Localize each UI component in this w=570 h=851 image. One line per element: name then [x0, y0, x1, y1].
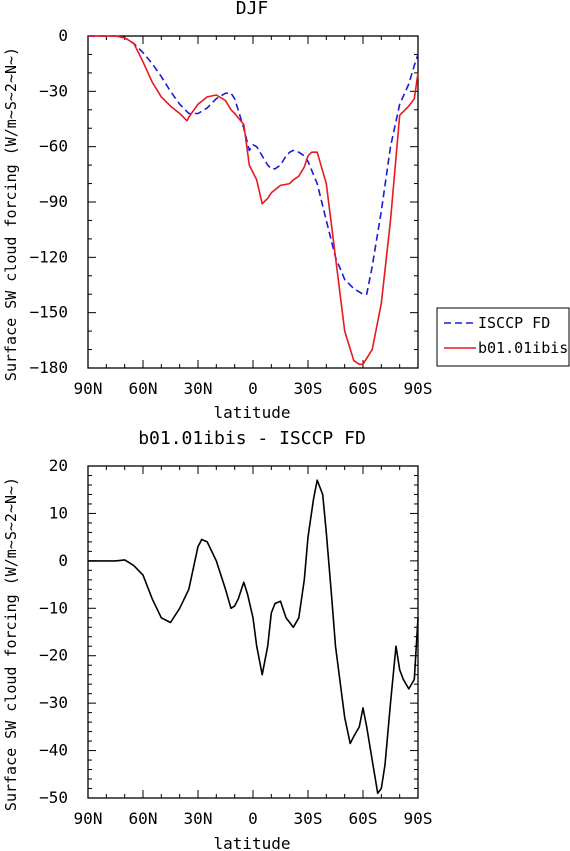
x-tick-label: 90S: [404, 379, 433, 398]
series-line-0: [88, 35, 419, 295]
top-tick-marks: [87, 35, 419, 369]
x-tick-label: 60N: [129, 809, 158, 828]
bottom-x-tick-labels: 90N 60N 30N 0 30S 60S 90S: [74, 809, 433, 828]
top-x-axis-label: latitude: [213, 403, 290, 422]
x-tick-label: 90N: [74, 379, 103, 398]
x-tick-label: 30S: [294, 809, 323, 828]
bottom-y-tick-labels: 20 10 0 −10 −20 −30 −40 −50: [39, 456, 68, 807]
x-tick-label: 0: [248, 809, 258, 828]
y-tick-label: −90: [39, 192, 68, 211]
series-line-0: [88, 479, 419, 795]
legend-label-b01: b01.01ibis: [478, 339, 568, 357]
y-tick-label: 0: [58, 551, 68, 570]
y-tick-label: −40: [39, 741, 68, 760]
x-tick-label: 60S: [349, 809, 378, 828]
x-tick-label: 30N: [184, 379, 213, 398]
top-series-lines: [88, 35, 419, 366]
bottom-tick-marks: [87, 465, 419, 799]
x-tick-label: 60S: [349, 379, 378, 398]
top-y-tick-labels: 0 −30 −60 −90 −120 −150 −180: [29, 26, 68, 377]
y-tick-label: −10: [39, 598, 68, 617]
y-tick-label: −60: [39, 137, 68, 156]
x-tick-label: 0: [248, 379, 258, 398]
y-tick-label: −180: [29, 358, 68, 377]
y-tick-label: −30: [39, 693, 68, 712]
legend-box: [436, 307, 570, 367]
y-tick-label: −120: [29, 247, 68, 266]
top-chart-title: DJF: [236, 0, 269, 19]
x-tick-label: 90N: [74, 809, 103, 828]
y-tick-label: 10: [49, 503, 68, 522]
bottom-x-axis-label: latitude: [213, 834, 290, 851]
bottom-plot-frame: [87, 465, 419, 799]
bottom-panel: b01.01ibis - ISCCP FD 20 10 0 −10 −20 −30 −40 −…: [2, 428, 432, 851]
bottom-chart-title: b01.01ibis - ISCCP FD: [138, 428, 366, 449]
legend-label-isccp: ISCCP FD: [478, 314, 550, 332]
legend: ISCCP FD b01.01ibis: [436, 307, 570, 367]
x-tick-label: 60N: [129, 379, 158, 398]
bottom-y-axis-label: Surface SW cloud forcing (W/m~S~2~N~): [2, 477, 20, 811]
x-tick-label: 30N: [184, 809, 213, 828]
y-tick-label: −150: [29, 303, 68, 322]
y-tick-label: 20: [49, 456, 68, 475]
top-panel: DJF 0 −30 −60 −90 −120 −150 −180 90N 60N 30N 0 30S…: [2, 0, 570, 422]
x-tick-label: 30S: [294, 379, 323, 398]
top-plot-frame: [87, 35, 419, 369]
y-tick-label: −30: [39, 81, 68, 100]
bottom-series-lines: [88, 479, 419, 795]
top-y-axis-label: Surface SW cloud forcing (W/m~S~2~N~): [2, 47, 20, 381]
y-tick-label: −20: [39, 646, 68, 665]
x-tick-label: 90S: [404, 809, 433, 828]
y-tick-label: −50: [39, 788, 68, 807]
y-tick-label: 0: [58, 26, 68, 45]
series-line-1: [88, 35, 419, 366]
top-x-tick-labels: 90N 60N 30N 0 30S 60S 90S: [74, 379, 433, 398]
